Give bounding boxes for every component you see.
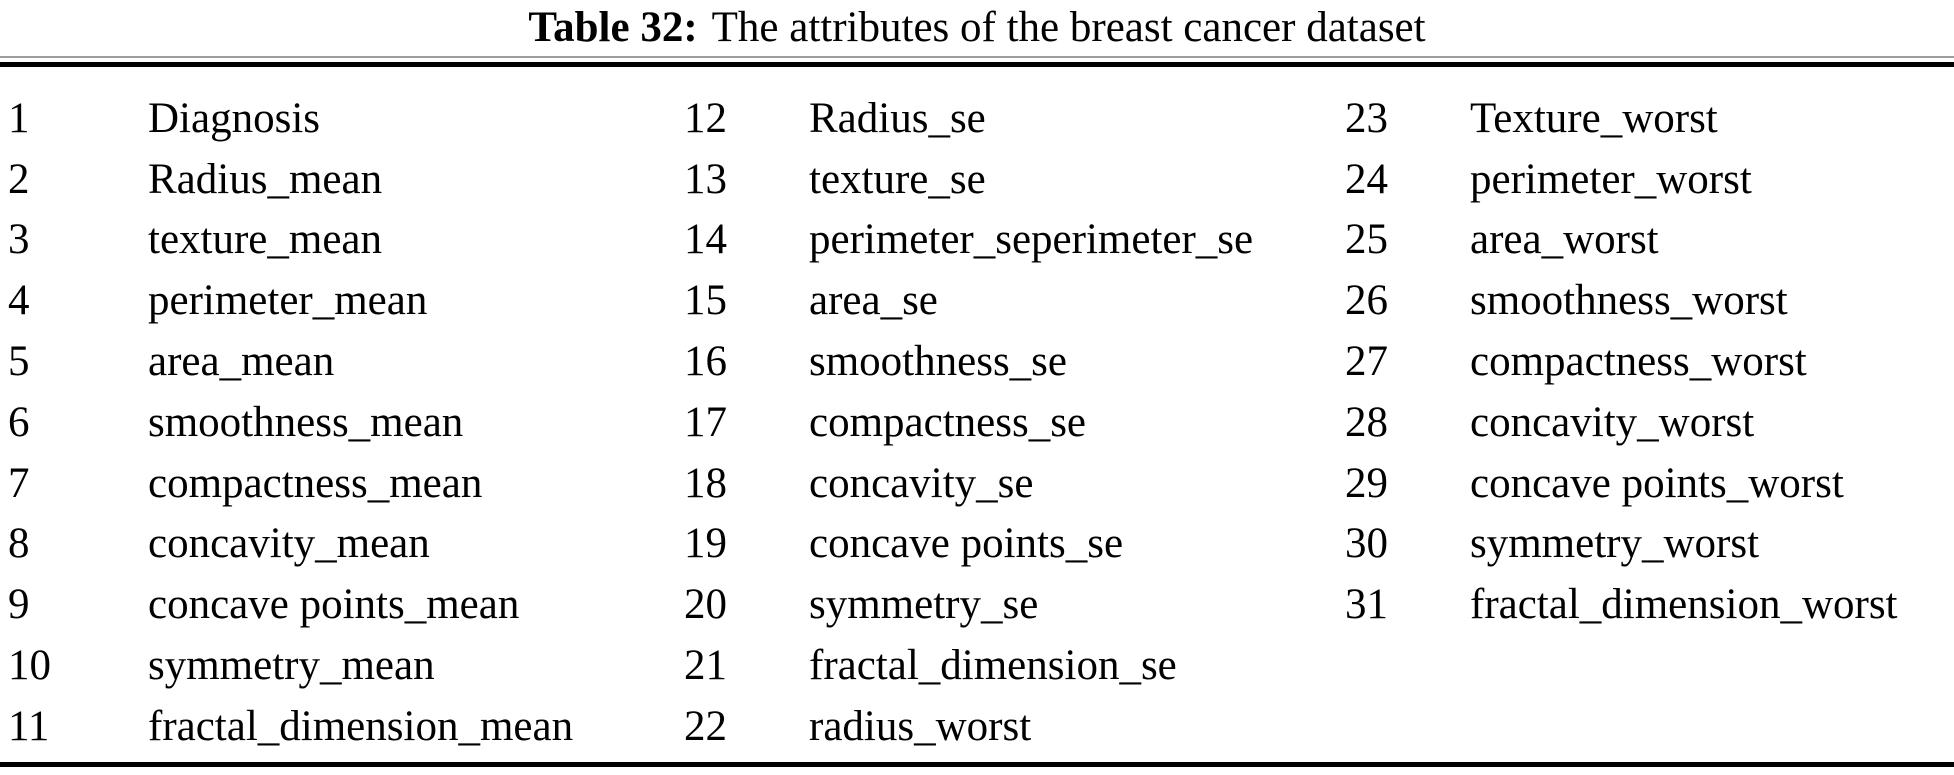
attribute-number: 23 <box>1345 94 1388 142</box>
attribute-name: Diagnosis <box>148 94 320 142</box>
attribute-name: concave points_worst <box>1470 459 1844 507</box>
attribute-number: 19 <box>684 520 727 568</box>
attribute-number: 30 <box>1345 520 1388 568</box>
attribute-name: texture_se <box>809 155 986 203</box>
attribute-number: 24 <box>1345 155 1388 203</box>
attribute-name: perimeter_worst <box>1470 155 1752 203</box>
attribute-name: concavity_mean <box>148 520 430 568</box>
attribute-number <box>1345 696 1470 757</box>
attribute-name: concavity_se <box>809 459 1034 507</box>
attribute-number: 26 <box>1345 277 1388 325</box>
attributes-grid: 1 Diagnosis 12 Radius_se 23 Texture_worst 2 Rad… <box>8 88 1950 757</box>
attribute-name: perimeter_mean <box>148 277 428 325</box>
attribute-name: area_mean <box>148 338 335 386</box>
attribute-number: 10 <box>8 642 51 690</box>
attribute-name: compactness_mean <box>148 459 483 507</box>
attribute-number: 29 <box>1345 459 1388 507</box>
attribute-name: smoothness_mean <box>148 398 464 446</box>
attribute-number: 25 <box>1345 216 1388 264</box>
attribute-number <box>1345 635 1470 696</box>
attribute-name: compactness_worst <box>1470 338 1807 386</box>
attribute-name <box>1470 635 1950 696</box>
attribute-name: fractal_dimension_se <box>809 642 1177 690</box>
attribute-number: 4 <box>8 277 30 325</box>
attribute-name: compactness_se <box>809 398 1087 446</box>
attribute-number: 9 <box>8 581 30 629</box>
attribute-name: concave points_se <box>809 520 1124 568</box>
attribute-name: perimeter_seperimeter_se <box>809 216 1254 264</box>
attribute-number: 22 <box>684 702 727 750</box>
attribute-number: 20 <box>684 581 727 629</box>
attribute-number: 1 <box>8 94 30 142</box>
attribute-name: area_se <box>809 277 938 325</box>
attribute-number: 31 <box>1345 581 1388 629</box>
attribute-number: 18 <box>684 459 727 507</box>
attribute-name: symmetry_mean <box>148 642 435 690</box>
table-caption-label: Table 32: <box>528 4 698 51</box>
attribute-name: Texture_worst <box>1470 94 1718 142</box>
table-caption-title: The attributes of the breast cancer data… <box>711 4 1426 51</box>
attribute-number: 14 <box>684 216 727 264</box>
attribute-number: 17 <box>684 398 727 446</box>
attribute-name: fractal_dimension_worst <box>1470 581 1898 629</box>
attribute-name: concave points_mean <box>148 581 520 629</box>
attribute-number: 21 <box>684 642 727 690</box>
attribute-number: 28 <box>1345 398 1388 446</box>
attribute-name <box>1470 696 1950 757</box>
attribute-name: symmetry_se <box>809 581 1039 629</box>
attribute-number: 8 <box>8 520 30 568</box>
table-top-rule <box>0 56 1954 67</box>
attribute-number: 27 <box>1345 338 1388 386</box>
attribute-name: smoothness_se <box>809 338 1067 386</box>
attribute-name: fractal_dimension_mean <box>148 702 574 750</box>
attribute-number: 15 <box>684 277 727 325</box>
attribute-number: 5 <box>8 338 30 386</box>
attribute-name: texture_mean <box>148 216 383 264</box>
attribute-name: area_worst <box>1470 216 1659 264</box>
attribute-name: radius_worst <box>809 702 1032 750</box>
table-bottom-rule <box>0 762 1954 767</box>
attribute-number: 3 <box>8 216 30 264</box>
attribute-name: symmetry_worst <box>1470 520 1760 568</box>
attribute-number: 6 <box>8 398 30 446</box>
attribute-number: 13 <box>684 155 727 203</box>
attribute-number: 2 <box>8 155 30 203</box>
attribute-number: 11 <box>8 702 50 750</box>
attribute-name: Radius_se <box>809 94 986 142</box>
attribute-name: Radius_mean <box>148 155 383 203</box>
attribute-name: concavity_worst <box>1470 398 1755 446</box>
table-caption: Table 32: The attributes of the breast ca… <box>0 2 1954 54</box>
attribute-number: 7 <box>8 459 30 507</box>
attribute-name: smoothness_worst <box>1470 277 1788 325</box>
attribute-number: 12 <box>684 94 727 142</box>
attribute-number: 16 <box>684 338 727 386</box>
